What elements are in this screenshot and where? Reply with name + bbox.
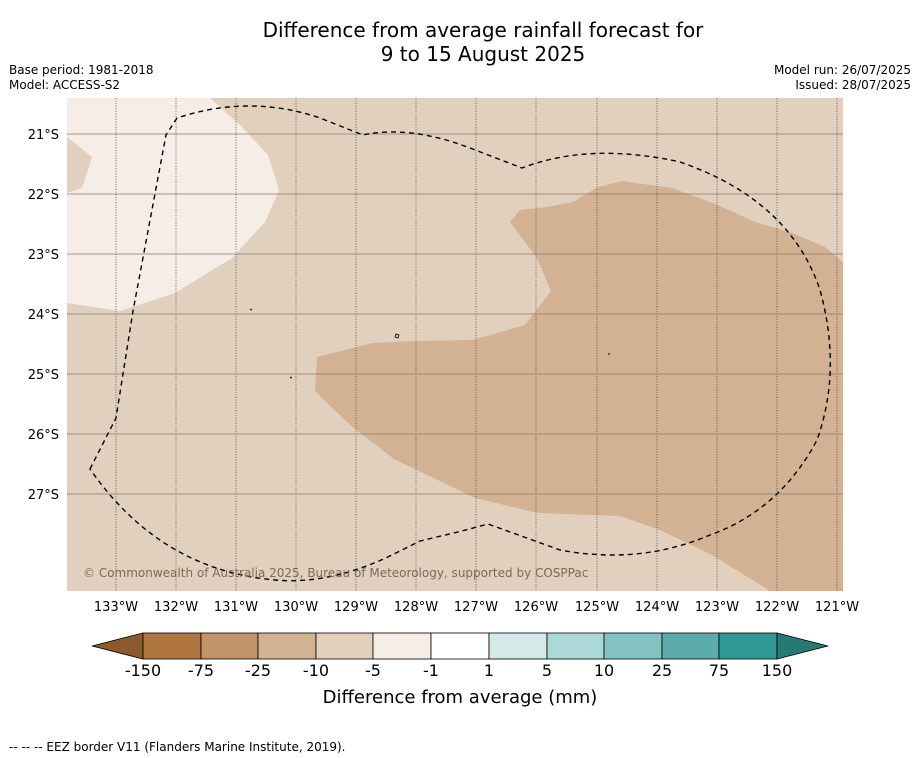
rainfall-fill-light-region xyxy=(67,98,279,311)
colorbar-tick-label: -75 xyxy=(188,661,214,680)
colorbar-extend-low xyxy=(91,632,144,660)
colorbar-tick-labels: -150 -75 -25 -10 -5 -1 1 5 10 25 75 150 xyxy=(125,661,792,680)
colorbar-tick-label: -5 xyxy=(365,661,381,680)
rainfall-fill-dark-region xyxy=(315,181,843,591)
eez-legend-note: -- -- -- EEZ border V11 (Flanders Marine… xyxy=(9,740,346,754)
lon-label-121w: 121°W xyxy=(815,600,859,615)
lat-label-25s: 25°S xyxy=(28,368,59,383)
lon-label-128w: 128°W xyxy=(394,600,438,615)
issued-text: Issued: 28/07/2025 xyxy=(795,78,911,92)
parallel-gridlines xyxy=(67,133,843,495)
lat-label-27s: 27°S xyxy=(28,488,59,503)
lat-label-24s: 24°S xyxy=(28,308,59,323)
lon-label-133w: 133°W xyxy=(94,600,138,615)
latitude-labels: 21°S 22°S 23°S 24°S 25°S 26°S 27°S xyxy=(28,128,59,503)
meridian-gridlines xyxy=(115,98,838,591)
colorbar-tick-label: -25 xyxy=(245,661,271,680)
eez-border xyxy=(89,105,831,582)
colorbar-tick-label: -150 xyxy=(125,661,161,680)
colorbar-segment-8 xyxy=(546,632,605,660)
colorbar-segment-5 xyxy=(372,632,432,660)
colorbar-tick-label: 10 xyxy=(594,661,614,680)
map-plot-area xyxy=(67,98,843,591)
lon-label-124w: 124°W xyxy=(635,600,679,615)
metadata-left: Base period: 1981-2018 Model: ACCESS-S2 xyxy=(9,63,154,93)
lon-label-126w: 126°W xyxy=(514,600,558,615)
island-marker-4 xyxy=(289,376,293,379)
colorbar-tick-label: 75 xyxy=(709,661,729,680)
model-run-text: Model run: 26/07/2025 xyxy=(773,63,911,77)
colorbar: -150 -75 -25 -10 -5 -1 1 5 10 25 75 150 … xyxy=(91,632,829,708)
colorbar-tick-label: 5 xyxy=(542,661,552,680)
lon-label-122w: 122°W xyxy=(755,600,799,615)
lat-label-23s: 23°S xyxy=(28,248,59,263)
colorbar-tick-label: 150 xyxy=(762,661,793,680)
colorbar-segment-11 xyxy=(718,632,778,660)
colorbar-tick-label: 25 xyxy=(652,661,672,680)
colorbar-tick-label: -1 xyxy=(423,661,439,680)
title-line-2: 9 to 15 August 2025 xyxy=(380,42,586,66)
lat-label-26s: 26°S xyxy=(28,428,59,443)
colorbar-segment-6 xyxy=(430,632,490,660)
model-text: Model: ACCESS-S2 xyxy=(9,78,121,92)
lon-label-123w: 123°W xyxy=(695,600,739,615)
colorbar-segment-4 xyxy=(315,632,374,660)
colorbar-segment-7 xyxy=(488,632,548,660)
map-title: Difference from average rainfall forecas… xyxy=(0,18,919,66)
lon-label-132w: 132°W xyxy=(154,600,198,615)
lat-label-21s: 21°S xyxy=(28,128,59,143)
lon-label-131w: 131°W xyxy=(214,600,258,615)
lon-label-130w: 130°W xyxy=(274,600,318,615)
metadata-right: Model run: 26/07/2025 Issued: 28/07/2025 xyxy=(774,63,911,93)
colorbar-segment-9 xyxy=(603,632,663,660)
colorbar-segment-2 xyxy=(200,632,259,660)
colorbar-segment-1 xyxy=(142,632,202,660)
colorbar-segment-3 xyxy=(257,632,317,660)
colorbar-segment-10 xyxy=(661,632,720,660)
lon-label-125w: 125°W xyxy=(575,600,619,615)
longitude-labels: 133°W 132°W 131°W 130°W 129°W 128°W 127°… xyxy=(94,600,859,615)
lon-label-129w: 129°W xyxy=(334,600,378,615)
colorbar-tick-label: -10 xyxy=(303,661,329,680)
island-marker-3 xyxy=(249,308,253,311)
lon-label-127w: 127°W xyxy=(454,600,498,615)
base-period-text: Base period: 1981-2018 xyxy=(9,63,154,77)
colorbar-tick-label: 1 xyxy=(484,661,494,680)
lat-label-22s: 22°S xyxy=(28,188,59,203)
colorbar-extend-high xyxy=(776,632,829,660)
colorbar-title: Difference from average (mm) xyxy=(323,687,598,708)
copyright-notice: © Commonwealth of Australia 2025, Bureau… xyxy=(83,566,588,580)
island-marker xyxy=(394,333,400,339)
title-line-1: Difference from average rainfall forecas… xyxy=(262,18,704,42)
